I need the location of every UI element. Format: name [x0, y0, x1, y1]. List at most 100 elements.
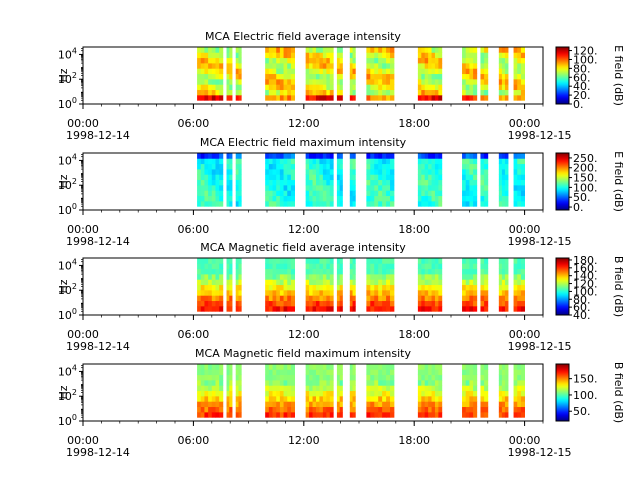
spectrogram-cell	[501, 195, 506, 202]
spectrogram-cell	[424, 200, 429, 207]
spectrogram-cell	[272, 395, 277, 402]
spectrogram-cell	[235, 78, 239, 85]
spectrogram-cell	[315, 390, 320, 397]
spectrogram-cell	[329, 168, 334, 175]
spectrogram-cell	[329, 78, 334, 85]
spectrogram-cell	[200, 57, 205, 64]
spectrogram-cell	[200, 195, 205, 202]
spectrogram-cell	[235, 163, 239, 170]
spectrogram-cell	[390, 284, 395, 291]
spectrogram-cell	[215, 153, 220, 159]
spectrogram-cell	[272, 258, 277, 264]
spectrogram-cell	[382, 78, 387, 85]
spectrogram-cell	[465, 263, 470, 270]
spectrogram-cell	[226, 390, 230, 397]
spectrogram-cell	[279, 284, 284, 291]
spectrogram-cell	[428, 184, 432, 191]
spectrogram-cell	[200, 406, 205, 413]
spectrogram-cell	[378, 163, 383, 170]
spectrogram-cell	[279, 385, 284, 392]
spectrogram-cell	[215, 263, 220, 270]
spectrogram-cell	[268, 289, 273, 296]
spectrogram-cell	[219, 200, 224, 207]
spectrogram-cell	[434, 411, 439, 418]
spectrogram-cell	[462, 395, 467, 402]
spectrogram-cell	[428, 273, 432, 280]
spectrogram-cell	[226, 305, 230, 312]
spectrogram-cell	[498, 57, 503, 64]
spectrogram-cell	[312, 279, 317, 286]
spectrogram-cell	[378, 279, 383, 286]
spectrogram-cell	[208, 47, 213, 53]
colorbar-gradient	[555, 363, 570, 422]
spectrogram-cell	[366, 395, 371, 402]
spectrogram-cell	[378, 295, 383, 302]
spectrogram-cell	[197, 284, 202, 291]
spectrogram-cell	[424, 295, 429, 302]
spectrogram-cell	[465, 374, 470, 381]
spectrogram-cell	[424, 158, 429, 165]
start-date-label: 1998-12-14	[66, 340, 130, 353]
spectrogram-cell	[226, 263, 230, 270]
spectrogram-cell	[501, 78, 506, 85]
spectrogram-cell	[200, 184, 205, 191]
spectrogram-cell	[287, 52, 292, 59]
spectrogram-cell	[484, 279, 489, 286]
spectrogram-cell	[386, 300, 391, 307]
spectrogram-cell	[421, 84, 426, 91]
spectrogram-cell	[319, 263, 324, 270]
spectrogram-cell	[480, 78, 485, 85]
spectrogram-cell	[235, 395, 239, 402]
spectrogram-cell	[473, 57, 478, 64]
spectrogram-cell	[366, 411, 371, 418]
spectrogram-cell	[326, 273, 331, 280]
spectrogram-cell	[315, 305, 320, 312]
spectrogram-cell	[272, 73, 277, 80]
spectrogram-cell	[424, 184, 429, 191]
spectrogram-cell	[421, 395, 426, 402]
spectrogram-cell	[200, 284, 205, 291]
spectrogram-cell	[287, 263, 292, 270]
spectrogram-cell	[504, 184, 509, 191]
spectrogram-cell	[390, 364, 395, 370]
spectrogram-cell	[504, 395, 509, 402]
data-segment	[349, 153, 356, 207]
spectrogram-cell	[366, 406, 371, 413]
spectrogram-cell	[276, 153, 281, 159]
spectrogram-cell	[305, 84, 310, 91]
start-date-label: 1998-12-14	[66, 129, 130, 142]
spectrogram-cell	[208, 174, 213, 181]
spectrogram-cell	[200, 62, 205, 69]
spectrogram-cell	[329, 174, 334, 181]
spectrogram-cell	[268, 395, 273, 402]
spectrogram-cell	[287, 68, 292, 75]
spectrogram-cell	[211, 279, 216, 286]
spectrogram-cell	[386, 68, 391, 75]
spectrogram-cell	[349, 284, 353, 291]
spectrogram-cell	[428, 411, 432, 418]
spectrogram-cell	[498, 364, 503, 370]
spectrogram-cell	[312, 174, 317, 181]
spectrogram-cell	[417, 273, 422, 280]
spectrogram-cell	[211, 195, 216, 202]
spectrogram-cell	[290, 300, 295, 307]
spectrogram-cell	[504, 190, 509, 197]
spectrogram-cell	[374, 273, 379, 280]
spectrogram-cell	[287, 401, 292, 408]
spectrogram-cell	[265, 395, 270, 402]
spectrogram-cell	[208, 295, 213, 302]
spectrogram-cell	[204, 300, 209, 307]
spectrogram-cell	[268, 168, 273, 175]
spectrogram-cell	[268, 369, 273, 376]
spectrogram-cell	[276, 395, 281, 402]
spectrogram-cell	[229, 200, 233, 207]
spectrogram-cell	[326, 73, 331, 80]
spectrogram-cell	[513, 78, 518, 85]
spectrogram-cell	[484, 289, 489, 296]
spectrogram-cell	[219, 163, 224, 170]
spectrogram-cell	[382, 190, 387, 197]
spectrogram-cell	[265, 401, 270, 408]
spectrogram-cell	[290, 411, 295, 418]
spectrogram-cell	[287, 395, 292, 402]
spectrogram-cell	[329, 395, 334, 402]
